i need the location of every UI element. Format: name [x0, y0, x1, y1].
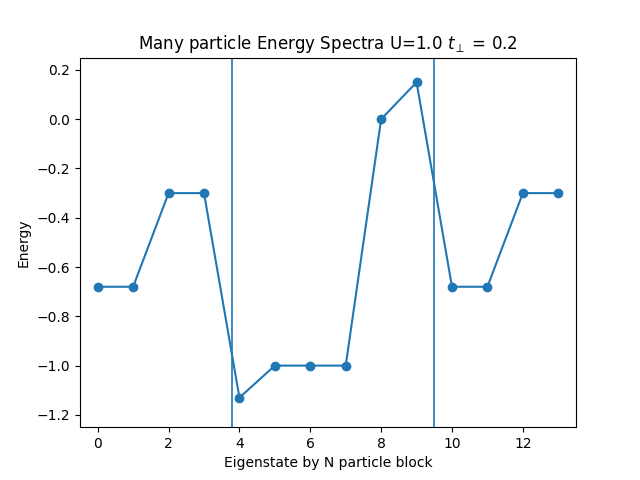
- Title: Many particle Energy Spectra U=1.0 $t_{\perp}$ = 0.2: Many particle Energy Spectra U=1.0 $t_{\…: [138, 33, 518, 55]
- X-axis label: Eigenstate by N particle block: Eigenstate by N particle block: [224, 456, 432, 470]
- Y-axis label: Energy: Energy: [17, 218, 31, 267]
